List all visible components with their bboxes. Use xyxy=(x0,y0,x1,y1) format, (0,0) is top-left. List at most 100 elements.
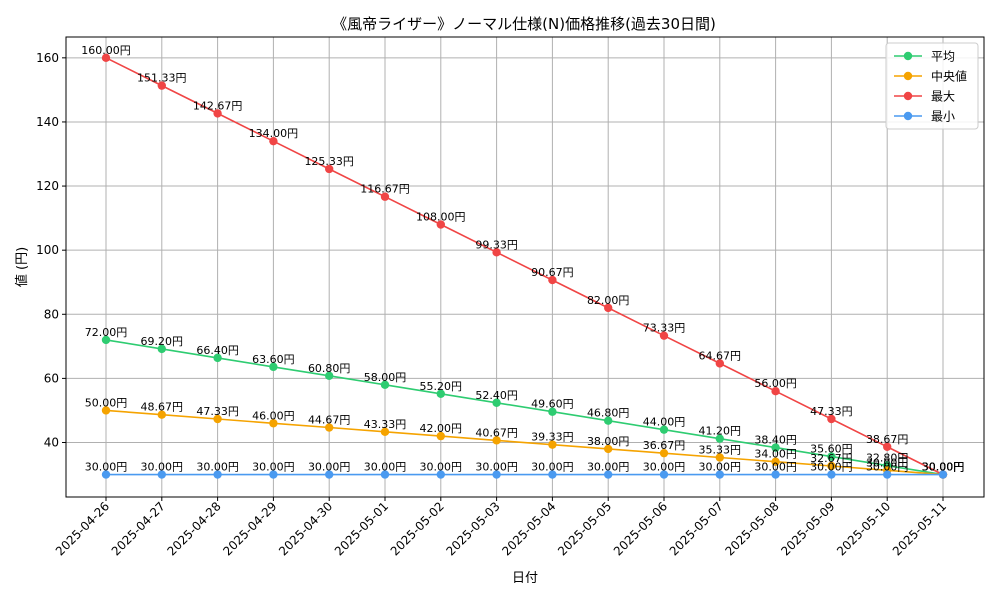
data-point xyxy=(101,335,111,345)
data-label: 50.00円 xyxy=(85,396,128,409)
data-label: 44.00円 xyxy=(643,416,686,429)
legend-label: 最大 xyxy=(931,90,955,104)
data-label: 82.00円 xyxy=(587,294,630,307)
x-tick-label: 2025-05-06 xyxy=(611,499,670,558)
data-label: 49.60円 xyxy=(531,398,574,411)
data-point xyxy=(157,470,166,479)
data-label: 30.00円 xyxy=(866,456,909,469)
data-point xyxy=(325,470,334,479)
data-point xyxy=(157,410,166,419)
data-label: 66.40円 xyxy=(196,344,239,357)
data-point xyxy=(771,443,780,452)
data-point xyxy=(380,427,390,437)
data-label: 30.00円 xyxy=(866,461,909,474)
data-label: 73.33円 xyxy=(643,322,686,335)
data-point xyxy=(659,448,669,458)
legend-marker xyxy=(903,111,913,121)
legend-label: 最小 xyxy=(931,110,955,124)
data-label: 30.00円 xyxy=(922,461,965,474)
data-label: 44.67円 xyxy=(308,414,351,427)
legend-box xyxy=(885,42,979,130)
data-label: 38.00円 xyxy=(587,435,630,448)
data-label: 30.00円 xyxy=(252,461,295,474)
data-label: 30.00円 xyxy=(196,461,239,474)
data-point xyxy=(715,453,724,462)
data-label: 125.33円 xyxy=(304,155,354,168)
data-point xyxy=(771,470,780,479)
legend-marker xyxy=(903,91,913,101)
data-point xyxy=(213,414,222,424)
data-point xyxy=(436,389,445,398)
data-label: 48.67円 xyxy=(141,401,184,414)
series-line xyxy=(105,339,944,476)
data-label: 42.00円 xyxy=(420,422,463,435)
data-point xyxy=(827,414,836,424)
data-point xyxy=(827,461,836,471)
data-point xyxy=(436,431,445,441)
data-point xyxy=(101,53,111,63)
data-label: 43.33円 xyxy=(364,418,407,431)
x-tick-label: 2025-04-28 xyxy=(165,499,224,558)
data-label: 56.00円 xyxy=(754,377,797,390)
data-label: 30.00円 xyxy=(364,461,407,474)
data-point xyxy=(157,81,166,90)
data-point xyxy=(380,192,390,201)
data-label: 30.00円 xyxy=(531,461,574,474)
data-point xyxy=(492,248,501,257)
data-point xyxy=(715,359,724,368)
y-axis-label: 値 (円) xyxy=(14,247,30,287)
data-label: 30.00円 xyxy=(587,461,630,474)
data-label: 47.33円 xyxy=(196,405,239,418)
data-label: 116.67円 xyxy=(360,183,410,196)
x-tick-label: 2025-05-03 xyxy=(444,499,503,558)
data-point xyxy=(101,470,111,479)
legend-marker xyxy=(903,71,913,81)
x-tick-label: 2025-05-09 xyxy=(778,499,837,558)
data-point xyxy=(213,470,222,479)
data-point xyxy=(715,434,724,443)
x-tick-label: 2025-05-11 xyxy=(890,499,949,558)
data-label: 63.60円 xyxy=(252,353,295,366)
data-label: 30.00円 xyxy=(308,461,351,474)
data-label: 99.33円 xyxy=(475,238,518,251)
data-point xyxy=(883,470,892,479)
data-label: 30.00円 xyxy=(643,461,686,474)
x-tick-label: 2025-05-01 xyxy=(332,499,391,558)
data-point xyxy=(492,470,501,479)
data-point xyxy=(436,220,445,229)
data-label: 30.00円 xyxy=(475,461,518,474)
y-tick-label: 140 xyxy=(36,115,59,129)
data-label: 108.00円 xyxy=(416,211,466,224)
data-point xyxy=(380,380,390,390)
data-point xyxy=(659,425,669,434)
data-label: 90.67円 xyxy=(531,266,574,279)
data-label: 36.67円 xyxy=(643,439,686,452)
data-label: 142.67円 xyxy=(193,99,243,112)
data-point xyxy=(101,406,111,415)
data-label: 39.33円 xyxy=(531,431,574,444)
y-tick-label: 80 xyxy=(44,307,59,321)
data-label: 30.00円 xyxy=(810,461,853,474)
data-label: 30.00円 xyxy=(85,461,128,474)
data-label: 30.00円 xyxy=(922,461,965,474)
y-tick-label: 100 xyxy=(36,243,59,257)
data-label: 30.00円 xyxy=(141,461,184,474)
data-label: 151.33円 xyxy=(137,72,187,85)
data-point xyxy=(325,164,334,174)
data-label: 46.80円 xyxy=(587,407,630,420)
data-label: 32.80円 xyxy=(866,452,909,465)
data-labels: 72.00円 69.20円 66.40円 63.60円 60.80円 58.00円 55.2… xyxy=(81,44,964,474)
x-tick-label: 2025-05-08 xyxy=(723,499,782,558)
data-point xyxy=(604,416,613,425)
data-point xyxy=(715,470,724,479)
x-tick-label: 2025-04-27 xyxy=(109,499,168,558)
data-label: 69.20円 xyxy=(141,335,184,348)
data-label: 41.20円 xyxy=(699,425,742,438)
y-tick-label: 120 xyxy=(36,179,59,193)
x-tick-label: 2025-05-04 xyxy=(499,499,558,558)
data-label: 134.00円 xyxy=(249,127,299,140)
data-label: 64.67円 xyxy=(699,349,742,362)
data-label: 38.40円 xyxy=(754,434,797,447)
x-tick-label: 2025-04-30 xyxy=(276,499,335,558)
